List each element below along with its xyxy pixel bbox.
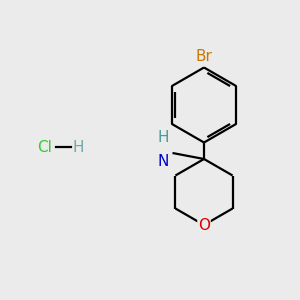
Text: H: H — [158, 130, 169, 145]
Text: H: H — [72, 140, 84, 154]
Text: N: N — [158, 154, 169, 169]
Text: Br: Br — [196, 49, 212, 64]
Text: O: O — [198, 218, 210, 232]
Text: Cl: Cl — [38, 140, 52, 154]
